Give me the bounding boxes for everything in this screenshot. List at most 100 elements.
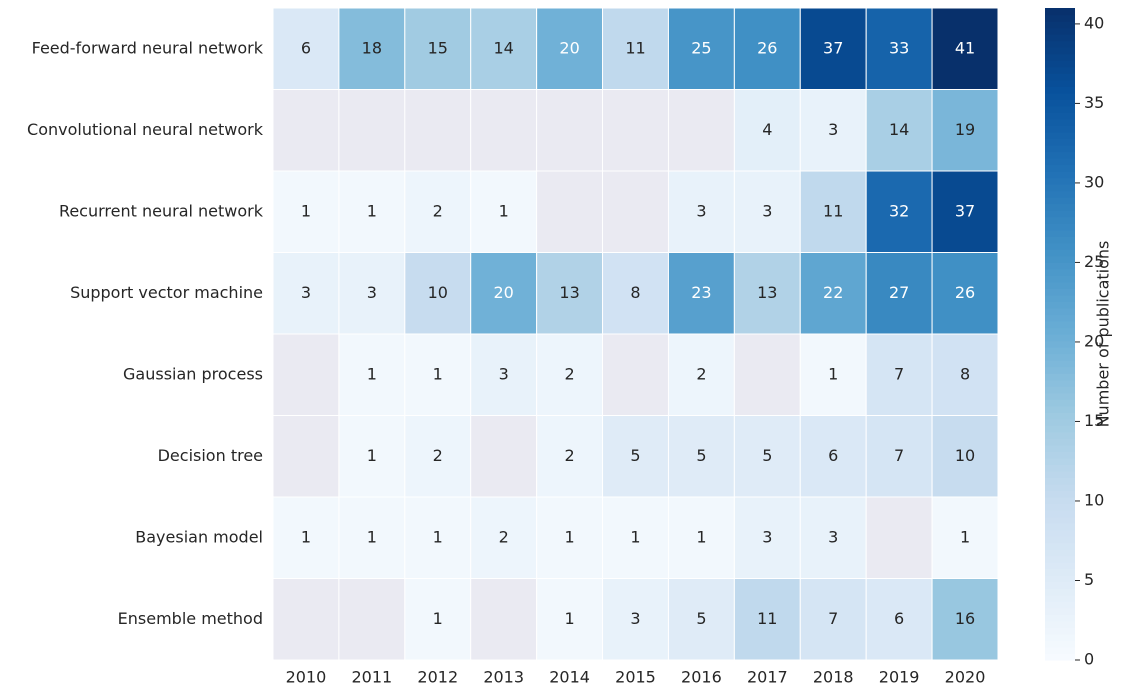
cell — [667, 496, 735, 579]
cell — [470, 7, 538, 90]
colorbar-segment — [1045, 294, 1075, 302]
colorbar-segment — [1045, 581, 1075, 589]
cell-label: 26 — [757, 38, 777, 57]
cell — [799, 415, 867, 498]
cell — [470, 170, 538, 253]
cell-label: 3 — [301, 283, 311, 302]
cell — [338, 333, 406, 416]
colorbar-segment — [1045, 640, 1075, 648]
colorbar-segment — [1045, 242, 1075, 250]
colorbar-tick-label: 5 — [1084, 570, 1094, 589]
missing-cell — [602, 333, 669, 416]
colorbar-segment — [1045, 627, 1075, 635]
cell-label: 13 — [559, 283, 579, 302]
colorbar-segment — [1045, 588, 1075, 596]
cell-label: 20 — [559, 38, 579, 57]
cell — [602, 7, 669, 90]
colorbar-segment — [1045, 529, 1075, 537]
colorbar-segment — [1045, 203, 1075, 211]
colorbar-segment — [1045, 431, 1075, 439]
y-tick-label: Recurrent neural network — [59, 201, 264, 220]
cell — [404, 415, 472, 498]
colorbar-segment — [1045, 418, 1075, 426]
colorbar-segment — [1045, 255, 1075, 263]
x-tick-label: 2020 — [945, 668, 986, 687]
cell — [733, 578, 801, 661]
cell-label: 2 — [433, 446, 443, 465]
missing-cell — [865, 496, 933, 579]
cell-label: 1 — [696, 527, 706, 546]
x-tick-label: 2019 — [879, 668, 920, 687]
cell — [470, 333, 538, 416]
colorbar-segment — [1045, 27, 1075, 35]
cell — [404, 252, 472, 335]
colorbar-segment — [1045, 457, 1075, 465]
cell — [404, 170, 472, 253]
cell-label: 13 — [757, 283, 777, 302]
colorbar-segment — [1045, 79, 1075, 87]
cell-label: 1 — [960, 527, 970, 546]
cell — [799, 170, 867, 253]
colorbar-segment — [1045, 549, 1075, 557]
colorbar-segment — [1045, 53, 1075, 61]
colorbar-segment — [1045, 425, 1075, 433]
cell — [931, 89, 999, 172]
cell-label: 23 — [691, 283, 711, 302]
cell-label: 1 — [367, 527, 377, 546]
colorbar-segment — [1045, 125, 1075, 133]
cell — [733, 415, 801, 498]
colorbar-segment — [1045, 412, 1075, 420]
cell-label: 11 — [757, 609, 777, 628]
colorbar-tick-label: 0 — [1084, 650, 1094, 669]
colorbar-segment — [1045, 118, 1075, 126]
colorbar-segment — [1045, 105, 1075, 113]
cell — [733, 89, 801, 172]
cell-label: 33 — [889, 38, 909, 57]
x-tick-label: 2018 — [813, 668, 854, 687]
colorbar-segment — [1045, 73, 1075, 81]
colorbar-segment — [1045, 614, 1075, 622]
cell-label: 27 — [889, 283, 909, 302]
cell — [272, 496, 340, 579]
colorbar-segment — [1045, 190, 1075, 198]
cell-label: 1 — [828, 364, 838, 383]
colorbar-segment — [1045, 353, 1075, 361]
cell — [865, 170, 933, 253]
cell — [536, 333, 604, 416]
colorbar-segment — [1045, 320, 1075, 329]
colorbar-segment — [1045, 197, 1075, 205]
cell-label: 1 — [433, 609, 443, 628]
colorbar-tick-label: 15 — [1084, 411, 1104, 430]
missing-cell — [272, 333, 340, 416]
colorbar-segment — [1045, 620, 1075, 628]
x-tick-label: 2012 — [417, 668, 458, 687]
colorbar-segment — [1045, 268, 1075, 276]
cell-label: 18 — [362, 38, 382, 57]
colorbar-segment — [1045, 464, 1075, 472]
colorbar-segment — [1045, 607, 1075, 615]
cell-label: 5 — [696, 609, 706, 628]
missing-cell — [338, 578, 406, 661]
cell-label: 14 — [889, 120, 909, 139]
x-tick-label: 2011 — [352, 668, 393, 687]
colorbar-segment — [1045, 477, 1075, 485]
cell-label: 1 — [367, 446, 377, 465]
cell-label: 10 — [428, 283, 448, 302]
colorbar-segment — [1045, 131, 1075, 139]
cell-label: 14 — [494, 38, 514, 57]
cell — [667, 333, 735, 416]
colorbar-segment — [1045, 334, 1075, 342]
cell-label: 7 — [828, 609, 838, 628]
cell — [667, 578, 735, 661]
cell — [667, 170, 735, 253]
cell-label: 2 — [696, 364, 706, 383]
colorbar-segment — [1045, 144, 1075, 153]
colorbar-segment — [1045, 646, 1075, 655]
cell-label: 41 — [955, 38, 975, 57]
x-tick-label: 2016 — [681, 668, 722, 687]
cell-label: 3 — [828, 527, 838, 546]
colorbar-segment — [1045, 503, 1075, 511]
cell-label: 1 — [630, 527, 640, 546]
colorbar-segment — [1045, 405, 1075, 413]
colorbar-segment — [1045, 301, 1075, 309]
